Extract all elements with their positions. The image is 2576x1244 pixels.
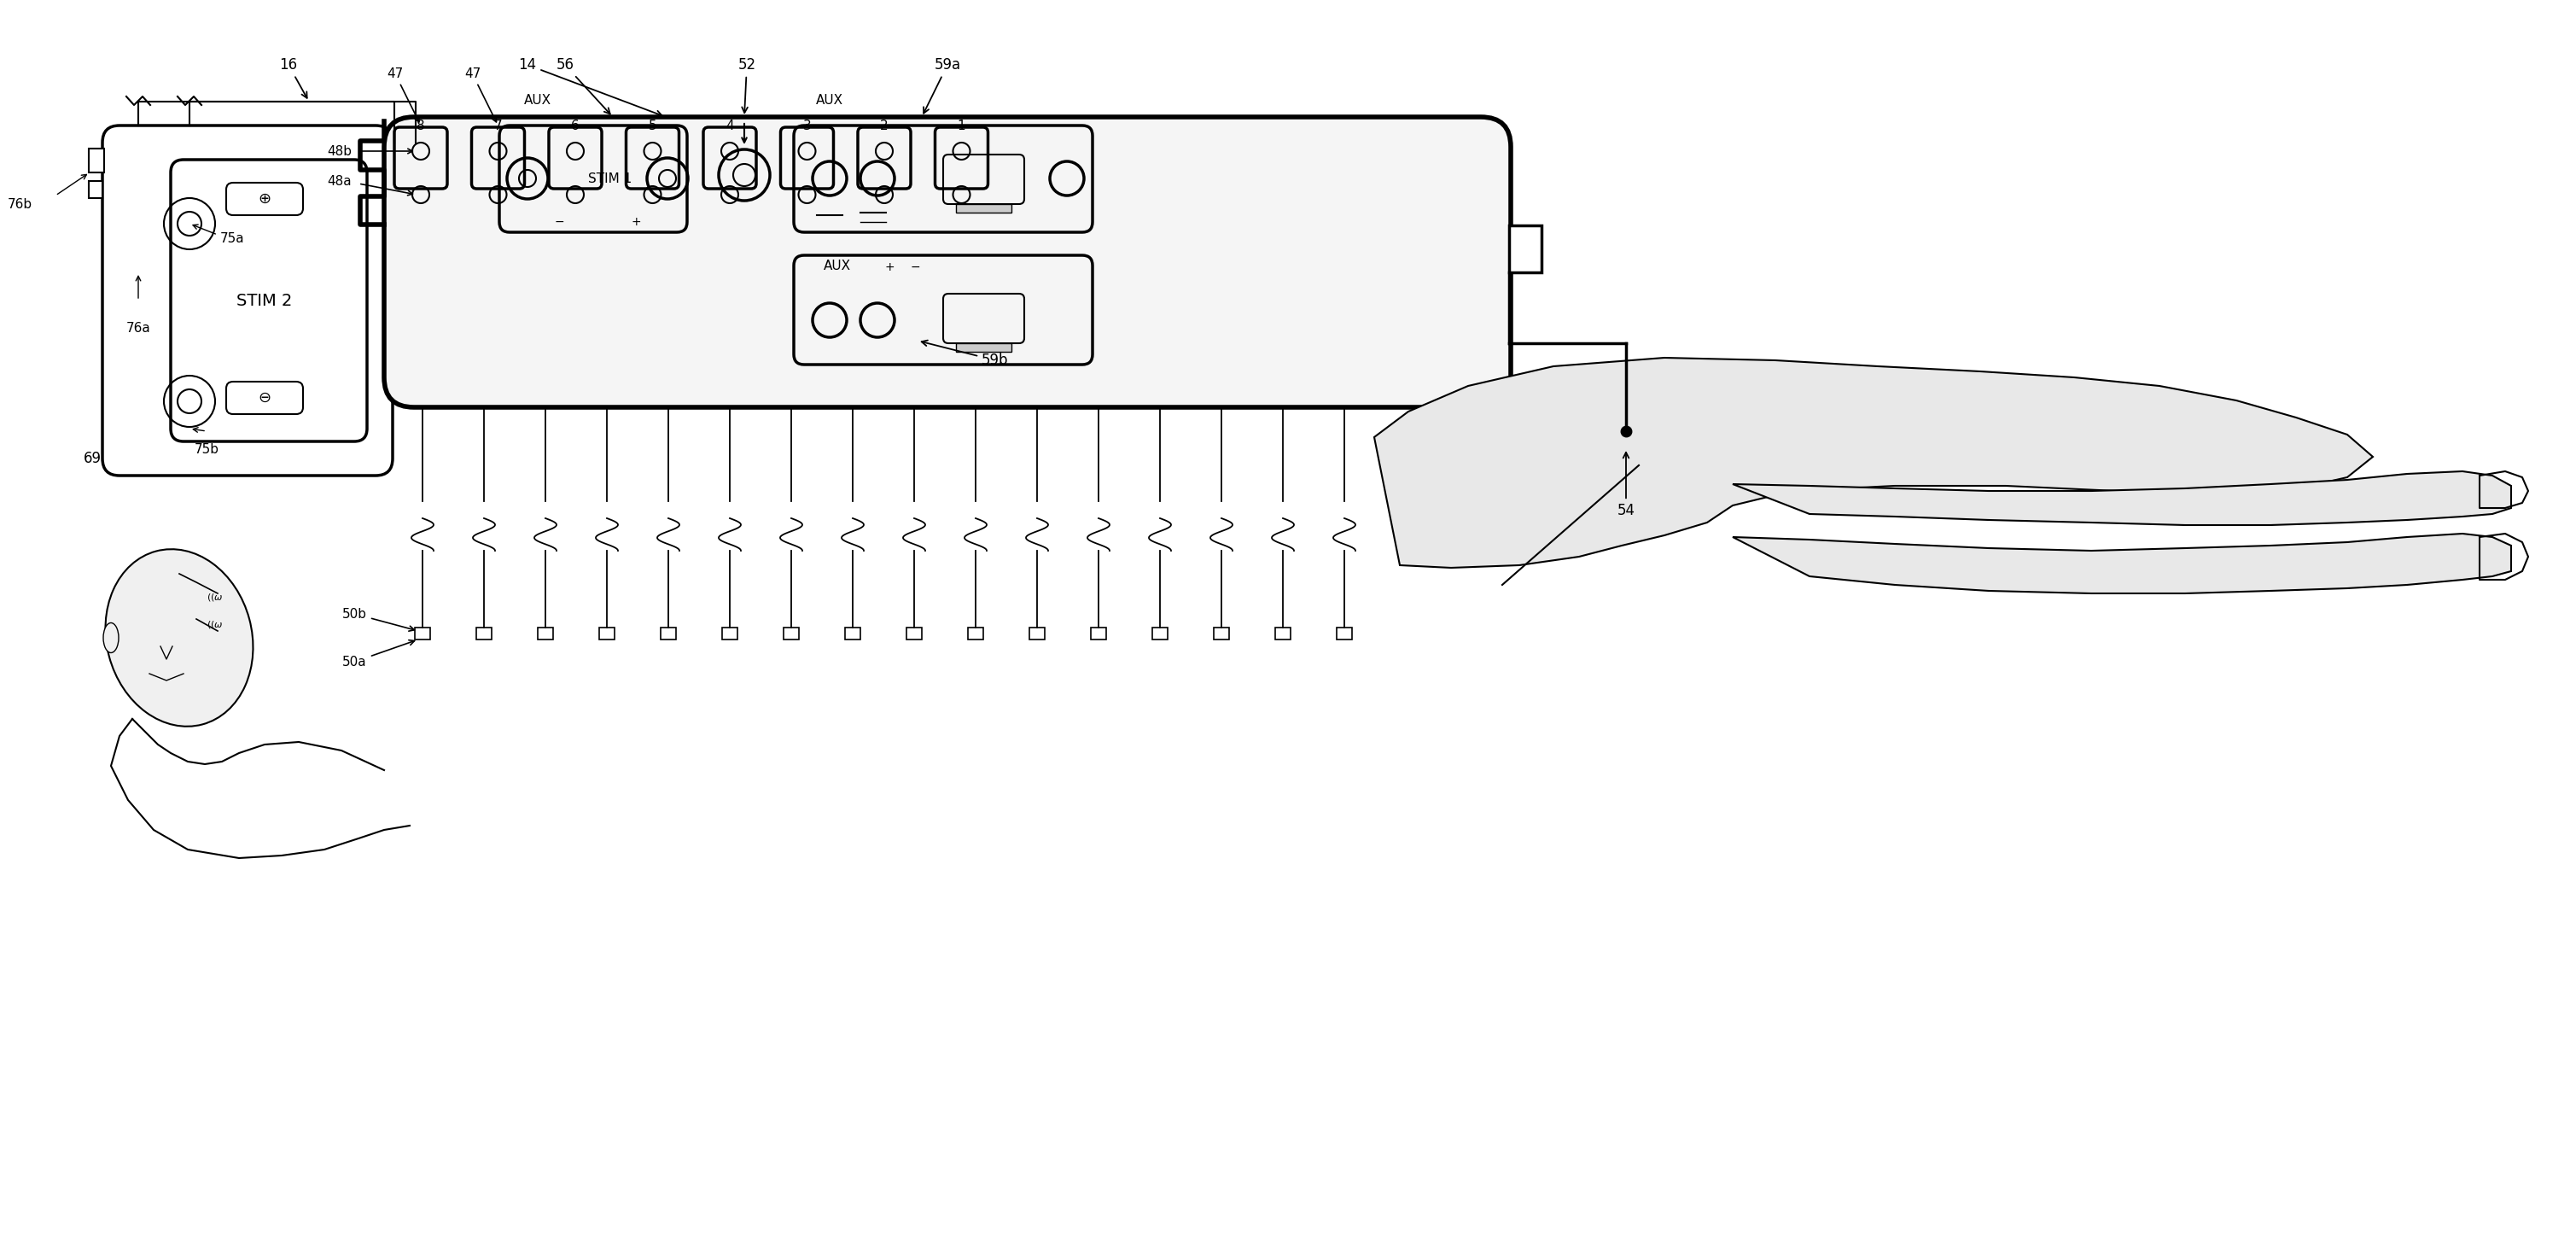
Text: 54: 54 <box>1618 453 1636 519</box>
Text: 6: 6 <box>572 119 580 132</box>
Text: +: + <box>884 261 894 274</box>
Bar <box>415 627 430 639</box>
Text: −: − <box>554 216 564 228</box>
Text: 14: 14 <box>518 57 662 116</box>
Text: (($\omega$: (($\omega$ <box>206 591 224 602</box>
Bar <box>956 343 1012 352</box>
Bar <box>783 627 799 639</box>
Bar <box>477 627 492 639</box>
Bar <box>600 627 616 639</box>
Text: 47: 47 <box>464 67 497 122</box>
Text: STIM 2: STIM 2 <box>237 292 294 309</box>
Text: 3: 3 <box>804 119 811 132</box>
Text: 47: 47 <box>386 67 420 122</box>
Text: 48a: 48a <box>327 175 353 188</box>
Text: 59a: 59a <box>925 57 961 113</box>
Bar <box>969 627 984 639</box>
Bar <box>659 627 675 639</box>
Text: 48b: 48b <box>327 144 353 158</box>
Text: (($\omega$: (($\omega$ <box>206 620 224 631</box>
Bar <box>1213 627 1229 639</box>
Text: 76b: 76b <box>8 198 33 210</box>
Polygon shape <box>1373 358 2372 567</box>
Polygon shape <box>1734 534 2512 593</box>
FancyBboxPatch shape <box>384 117 1510 407</box>
Circle shape <box>134 606 155 627</box>
Text: AUX: AUX <box>523 93 551 107</box>
Bar <box>538 627 554 639</box>
Bar <box>88 148 103 173</box>
Bar <box>907 627 922 639</box>
Text: 75a: 75a <box>219 231 245 245</box>
Text: 75b: 75b <box>193 443 219 457</box>
Bar <box>845 627 860 639</box>
Bar <box>1275 627 1291 639</box>
Text: AUX: AUX <box>817 93 842 107</box>
Text: 56: 56 <box>556 57 611 114</box>
Bar <box>1090 627 1105 639</box>
Bar <box>1337 627 1352 639</box>
Text: 7: 7 <box>495 119 502 132</box>
Polygon shape <box>1734 471 2512 525</box>
Bar <box>1151 627 1167 639</box>
Text: 76a: 76a <box>126 322 149 335</box>
Text: 1: 1 <box>958 119 966 132</box>
Text: 2: 2 <box>881 119 889 132</box>
Ellipse shape <box>106 549 252 726</box>
Text: STIM 1: STIM 1 <box>587 172 631 185</box>
Ellipse shape <box>103 623 118 653</box>
Text: 50a: 50a <box>343 641 415 668</box>
Text: $\oplus$: $\oplus$ <box>258 192 270 207</box>
Text: 16: 16 <box>278 57 307 98</box>
Text: 69: 69 <box>82 450 100 466</box>
Text: 5: 5 <box>649 119 657 132</box>
Text: 8: 8 <box>417 119 425 132</box>
Text: 4: 4 <box>726 119 734 132</box>
Text: −: − <box>909 261 920 274</box>
Bar <box>1510 225 1540 272</box>
Text: $\ominus$: $\ominus$ <box>258 391 270 406</box>
Text: 59b: 59b <box>922 341 1007 368</box>
Bar <box>1030 627 1046 639</box>
Text: 52: 52 <box>737 57 755 113</box>
Bar <box>956 204 1012 213</box>
Bar <box>721 627 737 639</box>
Text: 50b: 50b <box>343 607 415 631</box>
Text: +: + <box>631 216 641 228</box>
Bar <box>88 182 103 198</box>
Text: AUX: AUX <box>824 260 850 272</box>
FancyBboxPatch shape <box>103 126 392 475</box>
